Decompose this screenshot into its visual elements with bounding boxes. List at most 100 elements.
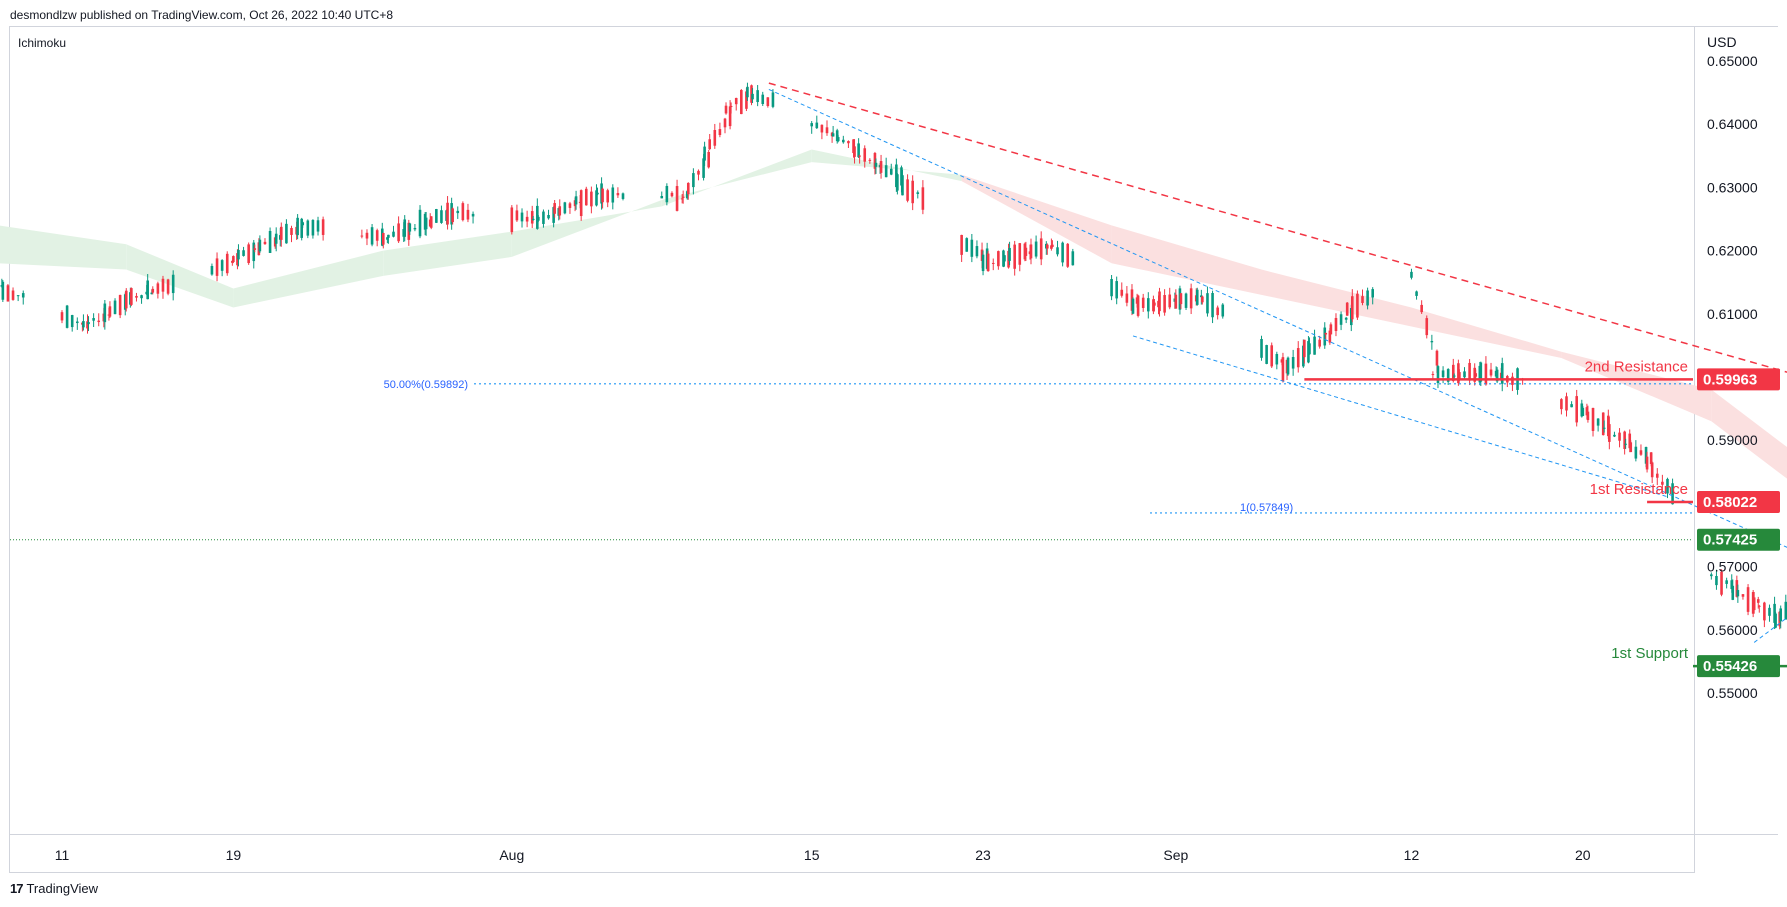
candle-body (825, 127, 829, 134)
candle-body (1773, 603, 1776, 623)
candle-body (1221, 304, 1225, 317)
candle-body (761, 94, 765, 105)
candle-body (1345, 302, 1349, 316)
candle-body (1613, 434, 1616, 437)
candle-body (1735, 580, 1739, 597)
candle-body (1746, 587, 1750, 612)
candle-body (156, 283, 160, 294)
candle-body (258, 239, 262, 252)
candle-body (113, 300, 117, 315)
candle-body (446, 202, 449, 225)
price-badge[interactable] (1697, 368, 1780, 391)
candle-body (847, 141, 850, 144)
candle-body (1003, 255, 1006, 262)
candle-body (835, 130, 839, 142)
candle-body (831, 133, 835, 137)
candle-body (1741, 594, 1745, 597)
candle-body (321, 219, 325, 235)
ichimoku-cloud-segment (1411, 307, 1562, 359)
candle-body (210, 266, 214, 275)
candle-body (1147, 298, 1150, 312)
candle-body (1441, 370, 1445, 378)
candle-body (1655, 473, 1659, 478)
candle-body (108, 306, 112, 317)
candle-body (986, 253, 990, 272)
candle-body (1216, 307, 1219, 316)
fib-helper-line (768, 88, 1787, 548)
candle-body (1784, 601, 1787, 620)
candle-body (1371, 289, 1374, 298)
candle-body (21, 293, 25, 298)
candle-body (868, 159, 872, 161)
candle-body (1136, 295, 1140, 316)
candle-body (729, 106, 733, 108)
candle-body (471, 213, 475, 217)
candle-body (1623, 431, 1626, 449)
candle-body (311, 219, 315, 236)
candle-body (1586, 411, 1590, 421)
candle-body (542, 211, 545, 224)
candle-body (703, 146, 706, 161)
price-axis[interactable] (1695, 26, 1778, 835)
x-tick-label: 19 (226, 847, 242, 863)
current-price-badge[interactable] (1697, 528, 1780, 551)
chart-pane[interactable] (9, 26, 1695, 835)
brand-footer[interactable]: 17 TradingView (10, 881, 98, 896)
candle-body (681, 196, 685, 198)
candle-body (874, 162, 878, 167)
candle-body (873, 152, 877, 169)
candle-body (1296, 348, 1300, 368)
price-badge[interactable] (1697, 491, 1780, 514)
candle-body (1120, 289, 1124, 296)
candle-body (1768, 607, 1771, 616)
candle-body (1195, 289, 1199, 305)
candle-body (316, 220, 320, 232)
candle-body (161, 278, 165, 292)
candle-body (6, 285, 10, 302)
candle-body (1008, 247, 1011, 261)
publisher-header: desmondlzw published on TradingView.com,… (10, 8, 394, 22)
price-badge[interactable] (1697, 655, 1780, 678)
indicator-label[interactable]: Ichimoku (18, 36, 67, 50)
candle-body (1565, 396, 1568, 411)
candle-body (1453, 375, 1456, 377)
candle-body (1639, 450, 1643, 455)
candle-body (1286, 357, 1290, 375)
candle-body (296, 217, 299, 236)
candle-body (685, 191, 689, 199)
candle-body (382, 232, 385, 245)
candle-body (728, 106, 732, 127)
candle-body (596, 192, 599, 195)
candle-body (853, 146, 856, 157)
candle-body (606, 190, 609, 203)
candle-body (537, 216, 540, 221)
candle-body (713, 130, 717, 146)
candle-body (1324, 333, 1328, 335)
candle-body (220, 260, 224, 271)
candle-body (403, 219, 407, 237)
candle-body (1628, 433, 1632, 449)
candle-body (1671, 483, 1674, 505)
candle-body (146, 280, 149, 300)
candle-body (1410, 271, 1413, 278)
y-tick-label: 0.62000 (1707, 243, 1758, 259)
candle-body (1046, 244, 1049, 249)
y-tick-label: 0.65000 (1707, 53, 1758, 69)
candle-body (766, 97, 770, 107)
y-tick-label: 0.55000 (1707, 685, 1758, 701)
candle-body (130, 288, 133, 305)
y-tick-label: 0.59000 (1707, 432, 1758, 448)
candle-body (530, 211, 534, 224)
time-axis[interactable] (9, 835, 1695, 873)
ichimoku-cloud-segment (961, 174, 1112, 264)
candle-body (370, 227, 374, 245)
candle-body (1366, 290, 1369, 306)
candle-body (1420, 304, 1423, 313)
candle-body (531, 218, 535, 220)
descending-trendline[interactable] (768, 82, 1787, 563)
fib-helper-line (1132, 335, 1669, 498)
x-tick-label: 20 (1575, 847, 1591, 863)
candle-body (290, 227, 293, 235)
ichimoku-cloud-segment (233, 250, 384, 308)
